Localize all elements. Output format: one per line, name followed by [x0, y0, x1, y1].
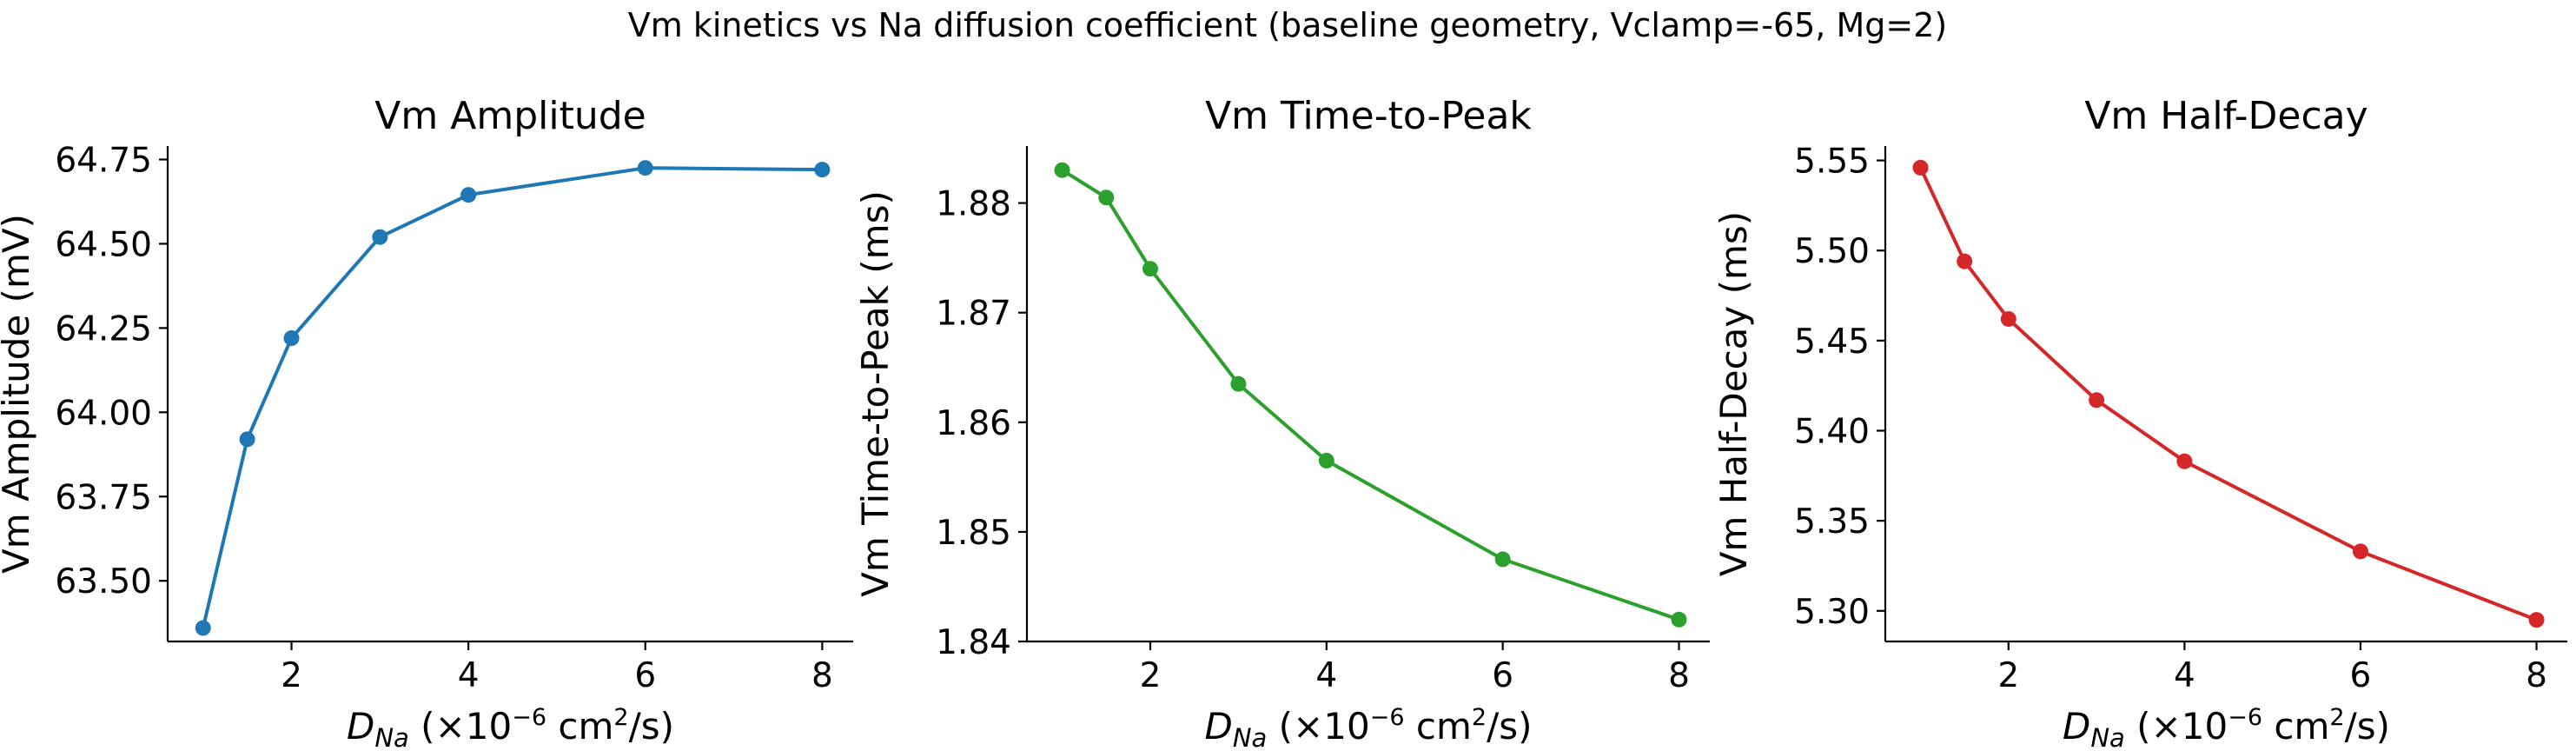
data-point: [1318, 452, 1334, 469]
subplot-1: Vm Amplitude 2 4 6 8 63.50 63.75 64.00 64.25 64.5…: [0, 94, 853, 751]
data-point: [1230, 376, 1247, 392]
data-point: [239, 431, 255, 448]
subplot-grid: Vm Amplitude 2 4 6 8 63.50 63.75 64.00 64.25 64.5…: [0, 94, 2567, 751]
data-point: [1054, 162, 1070, 178]
data-point: [460, 187, 477, 203]
y-axis-label: Vm Time-to-Peak (ms): [854, 190, 897, 597]
x-axis-label: DNa (×10−6 cm2/s): [347, 704, 674, 751]
y-tick-label: 5.55: [1794, 143, 1870, 182]
data-point: [1142, 261, 1158, 277]
x-tick-label: 2: [281, 656, 302, 695]
x-tick-label: 4: [458, 656, 480, 695]
data-point: [2528, 612, 2545, 628]
x-axis-label: DNa (×10−6 cm2/s): [1205, 704, 1533, 751]
series-line: [1061, 169, 1680, 621]
chart-title: Vm Half-Decay: [2084, 94, 2367, 138]
y-axis-label: Vm Half-Decay (ms): [1712, 211, 1755, 576]
x-axis-label: DNa (×10−6 cm2/s): [2063, 704, 2390, 751]
series-line: [201, 166, 823, 628]
data-point: [1912, 159, 1929, 176]
y-tick-label: 64.00: [55, 394, 152, 433]
subplot-2: Vm Time-to-Peak 2 4 6 8 1.84 1.85 1.86 1.87 1.88 V…: [854, 94, 1710, 751]
x-tick-label: 8: [1668, 656, 1690, 695]
y-tick-label: 5.30: [1794, 593, 1870, 632]
x-tick-label: 2: [1997, 656, 2019, 695]
y-tick-label: 63.75: [55, 478, 152, 517]
x-tick-label: 6: [2350, 656, 2372, 695]
x-tick-label: 6: [634, 656, 656, 695]
data-point: [1098, 189, 1115, 206]
data-point: [637, 160, 653, 176]
x-tick-label: 8: [2526, 656, 2547, 695]
y-tick-label: 5.40: [1794, 412, 1870, 451]
y-tick-label: 64.50: [55, 225, 152, 264]
data-point: [2176, 453, 2193, 469]
y-tick-label: 1.84: [936, 623, 1011, 662]
y-tick-label: 1.87: [936, 295, 1011, 334]
y-tick-label: 1.85: [936, 514, 1011, 553]
x-tick-label: 6: [1492, 656, 1513, 695]
data-point: [2352, 543, 2368, 560]
x-tick-label: 4: [1315, 656, 1337, 695]
data-point: [1957, 253, 1973, 269]
subplot-3: Vm Half-Decay 2 4 6 8 5.30 5.35 5.40 5.45 5.50 5.5…: [1712, 94, 2567, 751]
y-tick-label: 63.50: [55, 562, 152, 601]
y-tick-label: 1.86: [936, 404, 1011, 443]
x-tick-label: 8: [811, 656, 833, 695]
series-line: [1918, 167, 2538, 621]
data-point: [2000, 310, 2016, 327]
chart-title: Vm Amplitude: [374, 94, 646, 138]
data-point: [2089, 392, 2105, 409]
y-tick-label: 1.88: [936, 185, 1011, 224]
x-tick-label: 4: [2174, 656, 2195, 695]
y-tick-label: 64.25: [55, 309, 152, 349]
y-axis-label: Vm Amplitude (mV): [0, 214, 37, 574]
y-tick-label: 5.50: [1794, 232, 1870, 271]
chart-title: Vm Time-to-Peak: [1205, 94, 1532, 138]
data-point: [1494, 551, 1511, 568]
y-tick-label: 5.35: [1794, 502, 1870, 542]
y-tick-label: 5.45: [1794, 322, 1870, 362]
data-point: [1671, 611, 1687, 628]
data-point: [814, 162, 831, 178]
data-point: [283, 330, 300, 347]
x-tick-label: 2: [1140, 656, 1162, 695]
data-point: [195, 620, 211, 636]
data-point: [372, 229, 388, 245]
y-tick-label: 64.75: [55, 142, 152, 181]
figure-suptitle: Vm kinetics vs Na diffusion coefficient …: [628, 6, 1947, 44]
